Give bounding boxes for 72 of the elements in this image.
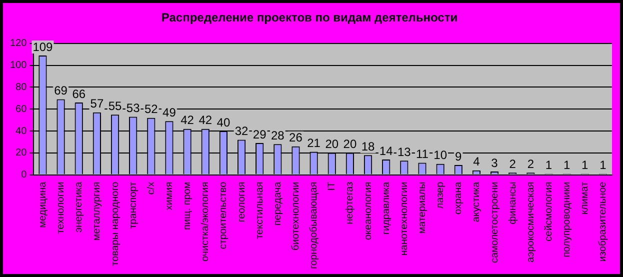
- x-tick-label: пищ. пром: [182, 182, 194, 230]
- x-tick-label: аэрокосмическая: [525, 182, 536, 262]
- x-tick-label: биотехнологии: [290, 182, 302, 250]
- data-label: 66: [72, 86, 86, 101]
- x-tick-label: химия: [164, 182, 175, 210]
- data-label: 20: [325, 137, 339, 152]
- x-tick-label: строительство: [218, 181, 230, 250]
- data-label: 18: [361, 139, 376, 154]
- x-tick-label: товары народного: [110, 181, 121, 266]
- x-tick-label: транспорт: [128, 181, 139, 229]
- x-tick-label: медицина: [37, 181, 48, 228]
- data-label: 21: [307, 136, 321, 150]
- y-tick-label: 40: [16, 126, 28, 137]
- data-label: 11: [416, 147, 429, 162]
- data-label: 1: [582, 158, 589, 172]
- data-label: 42: [198, 113, 212, 128]
- x-tick-label: самолетостроени: [489, 182, 500, 264]
- x-tick-label: технологии: [56, 182, 67, 234]
- data-label: 14: [379, 144, 394, 158]
- x-tick-label: сейсмология: [543, 182, 554, 242]
- x-tick-label: нанотехнологии: [398, 182, 410, 256]
- x-tick-label: геология: [236, 182, 248, 222]
- data-label: 57: [90, 96, 104, 111]
- x-tick-label: энергетика: [74, 181, 85, 233]
- data-label: 29: [252, 127, 267, 142]
- data-label: 9: [455, 149, 462, 164]
- data-label: 2: [527, 156, 534, 171]
- x-tick-label: передача: [272, 181, 284, 226]
- data-label: 1: [600, 158, 607, 172]
- x-tick-label: нефтегаз: [344, 181, 356, 224]
- data-label: 3: [491, 156, 498, 170]
- x-tick-label: металлургия: [92, 182, 103, 241]
- data-label: 1: [563, 158, 570, 172]
- data-label: 20: [343, 137, 357, 152]
- x-tick-label: гидравлика: [380, 181, 392, 235]
- data-label: 2: [509, 156, 516, 171]
- y-tick-label: 100: [10, 60, 28, 72]
- data-label: 1: [545, 158, 552, 172]
- data-label: 32: [234, 124, 249, 138]
- chart-title: Распределение проектов по видам деятельности: [161, 10, 458, 25]
- x-tick-label: материалы: [416, 182, 428, 234]
- data-label: 49: [162, 105, 176, 120]
- x-tick-label: акустика: [471, 181, 482, 222]
- y-tick-label: 20: [16, 148, 28, 159]
- data-label: 28: [270, 128, 285, 142]
- data-label: 53: [126, 101, 140, 116]
- x-tick-label: лазер: [435, 181, 446, 209]
- x-tick-label: полупроводники: [562, 182, 573, 258]
- data-label: 55: [108, 98, 122, 113]
- data-label: 109: [32, 40, 54, 54]
- x-tick-label: очистка/экология: [200, 182, 212, 262]
- y-tick-label: 60: [16, 104, 28, 115]
- y-tick-label: 80: [16, 82, 28, 93]
- x-tick-label: текстильная: [254, 182, 266, 240]
- data-label: 69: [54, 84, 68, 98]
- x-tick-label: океанология: [362, 182, 374, 240]
- x-tick-label: финансы: [507, 182, 518, 224]
- y-tick-label: 0: [21, 170, 28, 181]
- x-tick-label: с/х: [146, 182, 157, 195]
- data-label: 42: [180, 113, 194, 128]
- data-label: 13: [397, 144, 412, 159]
- data-label: 4: [473, 154, 480, 169]
- y-tick-label: 120: [10, 38, 28, 50]
- data-label: 40: [216, 115, 230, 130]
- data-label: 26: [289, 130, 303, 145]
- data-label: 52: [144, 102, 158, 116]
- data-label: 10: [434, 148, 448, 162]
- x-tick-label: горнодобывающая: [308, 182, 320, 270]
- x-tick-label: изобразительное: [598, 181, 609, 262]
- x-tick-label: климат: [580, 181, 591, 215]
- x-tick-label: охрана: [453, 181, 464, 214]
- x-tick-label: IT: [326, 182, 338, 191]
